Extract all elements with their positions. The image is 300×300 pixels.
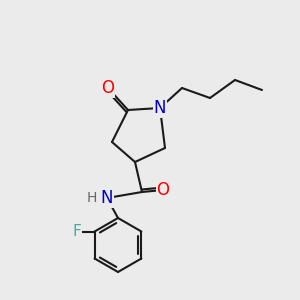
Text: H: H [87, 191, 97, 205]
Text: N: N [154, 99, 166, 117]
Text: O: O [157, 181, 169, 199]
Text: O: O [101, 79, 115, 97]
Text: F: F [72, 224, 81, 239]
Text: N: N [101, 189, 113, 207]
